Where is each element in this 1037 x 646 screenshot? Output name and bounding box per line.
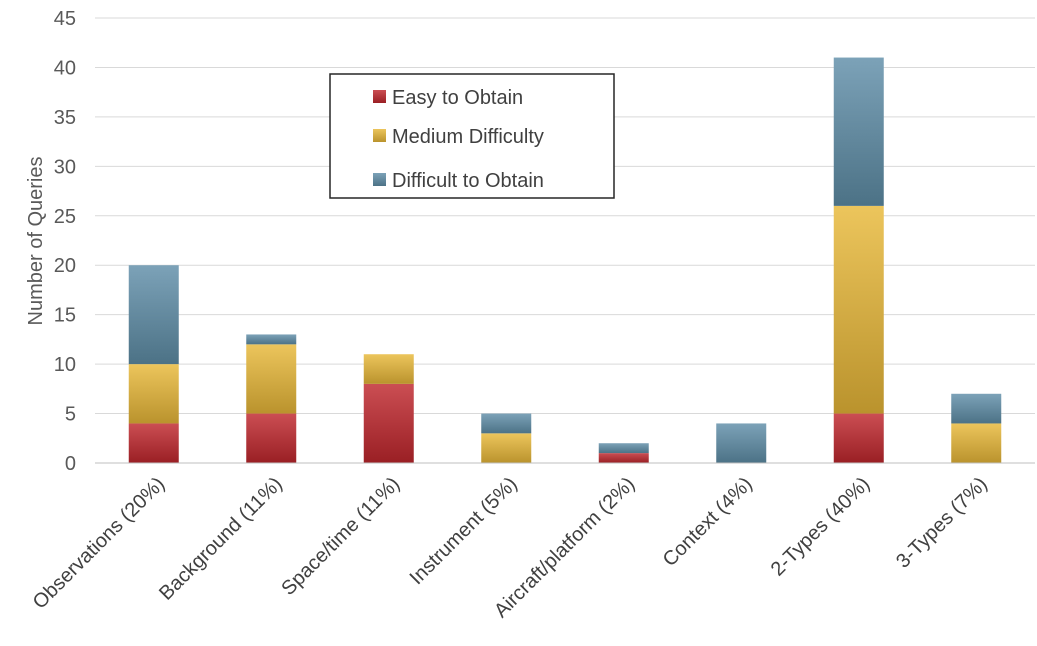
bar-segment [833,413,884,463]
x-axis-category-labels: Observations (20%)Background (11%)Space/… [29,473,992,622]
x-category-label: 2-Types (40%) [767,473,875,581]
y-tick-label: 15 [54,305,76,327]
x-category-label: Context (4%) [659,473,757,571]
legend-swatch [373,129,386,142]
x-category-label: Space/time (11%) [277,473,404,600]
legend-label: Easy to Obtain [392,87,523,109]
y-tick-label: 0 [65,453,76,475]
x-category-label: Observations (20%) [29,473,170,614]
x-category-label: Background (11%) [155,473,287,605]
bar-segment [128,364,179,424]
bar-segment [128,265,179,365]
bar-segment [363,383,414,463]
y-tick-label: 10 [54,354,76,376]
legend-label: Difficult to Obtain [392,170,544,192]
bar-segment [246,413,297,463]
bar-segment [833,205,884,414]
y-tick-label: 40 [54,57,76,79]
x-category-label: Instrument (5%) [406,473,522,589]
bar-segment [598,453,649,463]
legend: Easy to Obtain Medium Difficulty Difficult… [329,73,615,199]
y-tick-label: 35 [54,107,76,129]
bars [128,57,1002,463]
bar-segment [598,443,649,454]
y-tick-label: 25 [54,206,76,228]
y-tick-label: 30 [54,156,76,178]
legend-swatch [373,90,386,103]
bar-segment [246,334,297,345]
y-tick-label: 5 [65,404,76,426]
legend-swatch [373,173,386,186]
bar-segment [951,393,1002,424]
y-tick-label: 45 [54,8,76,30]
legend-label: Medium Difficulty [392,126,544,148]
bar-segment [481,413,532,434]
bar-segment [833,57,884,206]
bar-segment [716,423,767,463]
bar-segment [363,354,414,384]
y-tick-label: 20 [54,255,76,277]
bar-segment [951,423,1002,463]
bar-segment [128,423,179,463]
bar-segment [481,433,532,463]
y-axis-title: Number of Queries [25,157,47,326]
x-category-label: 3-Types (7%) [892,473,992,573]
y-axis-ticks: 0 5 10 15 20 25 30 35 40 45 [54,8,76,475]
bar-segment [246,344,297,414]
